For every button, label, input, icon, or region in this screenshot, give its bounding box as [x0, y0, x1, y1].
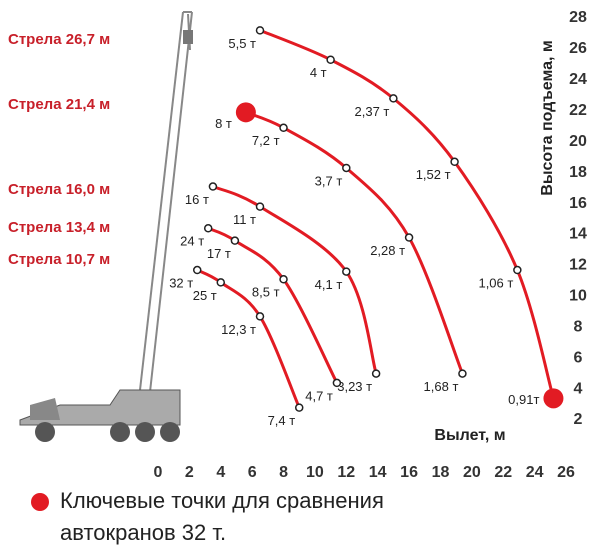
point — [230, 236, 240, 245]
point — [450, 157, 459, 167]
x-tick-label: 6 — [248, 464, 257, 481]
point — [203, 224, 213, 233]
load-label: 16 т — [185, 192, 209, 207]
y-tick-label: 28 — [569, 9, 587, 26]
load-label: 8,5 т — [252, 285, 280, 300]
point — [255, 202, 265, 211]
x-tick-label: 18 — [432, 464, 450, 481]
point — [255, 312, 265, 321]
x-tick-label: 24 — [526, 464, 544, 481]
curve — [259, 28, 555, 399]
point — [216, 278, 226, 287]
load-label: 0,91т — [508, 392, 539, 407]
point — [255, 26, 265, 35]
load-label: 11 т — [233, 212, 256, 227]
load-label: 4,1 т — [315, 277, 343, 292]
load-label: 2,37 т — [355, 104, 390, 119]
x-tick-label: 10 — [306, 464, 324, 481]
point — [513, 265, 522, 275]
curve — [207, 226, 339, 384]
boom-label: Стрела 13,4 м — [8, 219, 110, 236]
y-tick-label: 20 — [569, 133, 587, 150]
point — [279, 275, 288, 284]
x-tick-label: 20 — [463, 464, 481, 481]
y-tick-label: 2 — [574, 411, 583, 428]
x-tick-label: 16 — [400, 464, 418, 481]
load-label: 1,06 т — [478, 275, 513, 290]
point — [332, 378, 342, 388]
load-label: 32 т — [169, 275, 193, 290]
y-axis-label: Высота подъема, м — [539, 40, 556, 195]
x-tick-label: 14 — [369, 464, 387, 481]
y-tick-label: 26 — [569, 40, 587, 57]
load-label: 1,52 т — [416, 167, 451, 182]
curve — [245, 110, 464, 375]
boom-label: Стрела 10,7 м — [8, 251, 110, 268]
load-label: 7,2 т — [252, 133, 280, 148]
x-axis-label: Вылет, м — [434, 427, 505, 444]
y-tick-label: 22 — [569, 102, 587, 119]
legend-line: автокранов 32 т. — [60, 520, 226, 545]
boom-label: Стрела 21,4 м — [8, 96, 110, 113]
curve — [196, 268, 301, 409]
crane-drawing — [19, 11, 193, 442]
y-tick-label: 16 — [569, 195, 587, 212]
load-label: 12,3 т — [221, 322, 256, 337]
key-point — [235, 102, 256, 123]
load-label: 3,23 т — [337, 379, 372, 394]
point — [389, 94, 398, 103]
boom-label: Стрела 16,0 м — [8, 181, 110, 198]
legend-marker — [31, 493, 49, 511]
y-tick-label: 18 — [569, 164, 587, 181]
x-tick-label: 26 — [557, 464, 575, 481]
load-label: 4,7 т — [305, 388, 333, 403]
x-tick-label: 22 — [494, 464, 512, 481]
load-label: 2,28 т — [370, 243, 405, 258]
y-tick-label: 8 — [574, 318, 583, 335]
load-label: 3,7 т — [315, 173, 343, 188]
y-tick-label: 14 — [569, 226, 587, 243]
y-tick-label: 6 — [574, 349, 583, 366]
y-tick-label: 24 — [569, 71, 587, 88]
point — [208, 182, 218, 191]
legend-text: Ключевые точки для сравнения автокранов 3… — [60, 488, 384, 545]
point — [342, 163, 351, 173]
point — [326, 55, 335, 64]
point — [294, 403, 304, 412]
load-label: 25 т — [193, 288, 217, 303]
load-label: 8 т — [215, 116, 232, 131]
x-tick-label: 0 — [154, 464, 163, 481]
x-tick-label: 8 — [279, 464, 288, 481]
point — [279, 123, 288, 133]
load-label: 24 т — [180, 234, 204, 249]
x-tick-label: 4 — [216, 464, 225, 481]
y-tick-label: 12 — [569, 257, 587, 274]
x-tick-label: 12 — [337, 464, 355, 481]
point — [371, 369, 381, 378]
load-label: 5,5 т — [228, 36, 256, 51]
load-label: 7,4 т — [268, 413, 296, 428]
load-label: 17 т — [207, 246, 231, 261]
legend-line: Ключевые точки для сравнения — [60, 488, 384, 513]
load-label: 1,68 т — [424, 379, 459, 394]
point — [404, 233, 414, 242]
load-label: 4 т — [310, 65, 327, 80]
point — [192, 265, 202, 275]
y-tick-label: 4 — [574, 380, 583, 397]
point — [342, 267, 351, 276]
x-tick-label: 2 — [185, 464, 194, 481]
curve — [212, 185, 378, 375]
y-tick-label: 10 — [569, 288, 587, 305]
boom-label: Стрела 26,7 м — [8, 31, 110, 48]
key-point — [543, 388, 564, 409]
point — [458, 369, 467, 378]
